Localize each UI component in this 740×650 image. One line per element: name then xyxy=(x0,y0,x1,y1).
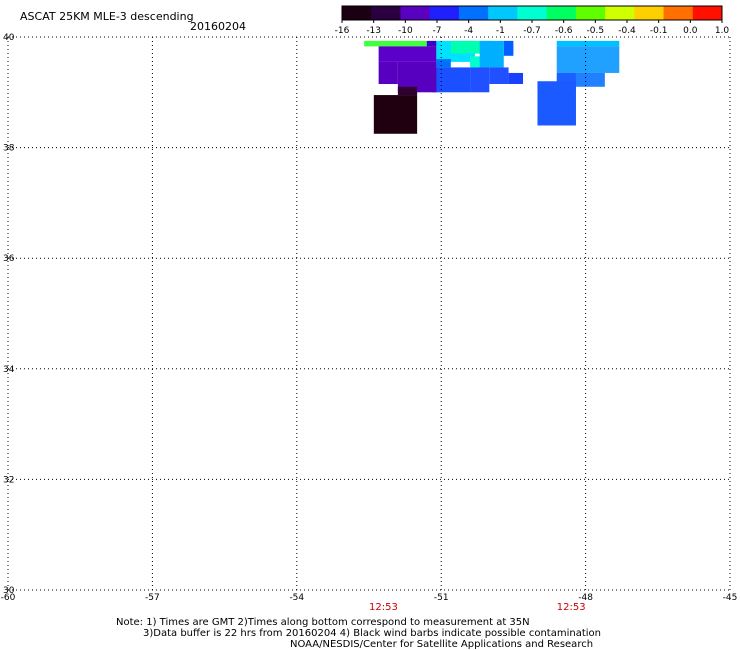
x-tick-label: -48 xyxy=(578,593,593,603)
data-cell xyxy=(426,40,437,47)
colorbar-swatch xyxy=(605,6,635,20)
colorbar-label: -7 xyxy=(433,26,442,36)
data-cell xyxy=(479,40,504,68)
x-tick-label: -54 xyxy=(289,593,304,603)
data-cell xyxy=(556,46,620,73)
colorbar-label: -10 xyxy=(398,26,413,36)
note-line-3: NOAA/NESDIS/Center for Satellite Applica… xyxy=(290,639,593,650)
chart-date: 20160204 xyxy=(190,20,246,33)
y-tick-label: 30 xyxy=(3,586,15,596)
colorbar-swatch xyxy=(458,6,489,20)
data-cell xyxy=(373,95,418,134)
x-tick-label: -57 xyxy=(145,593,160,603)
colorbar-swatch xyxy=(663,6,694,20)
colorbar-label: -0.1 xyxy=(650,26,668,36)
y-tick-label: 38 xyxy=(3,144,15,154)
colorbar-label: -16 xyxy=(335,26,350,36)
colorbar-swatch xyxy=(488,6,518,20)
colorbar-label: -0.7 xyxy=(523,26,541,36)
chart-title: ASCAT 25KM MLE-3 descending xyxy=(20,10,194,23)
data-cell xyxy=(378,61,398,85)
colorbar-label: -1 xyxy=(496,26,505,36)
x-tick-label: -51 xyxy=(434,593,449,603)
colorbar-label: -0.4 xyxy=(618,26,636,36)
colorbar-label: -0.6 xyxy=(555,26,573,36)
data-cell xyxy=(431,67,471,93)
data-cell xyxy=(364,40,427,47)
colorbar-label: -13 xyxy=(366,26,381,36)
y-tick-label: 32 xyxy=(3,475,14,485)
data-cell xyxy=(503,40,514,56)
colorbar-label: -4 xyxy=(464,26,473,36)
colorbar-label: 0.0 xyxy=(683,26,698,36)
y-tick-label: 40 xyxy=(3,33,15,43)
data-cell xyxy=(436,59,451,68)
grid-lines xyxy=(7,36,731,591)
colorbar-label: 1.0 xyxy=(715,26,730,36)
colorbar: -16 -13 -10 -7 -4 -1 -0.7 -0.6 -0.5 -0.4 -0.1 0.0 1.… xyxy=(335,5,730,36)
note-line-2: 3)Data buffer is 22 hrs from 20160204 4)… xyxy=(143,628,601,639)
colorbar-swatch xyxy=(371,6,401,20)
colorbar-swatch xyxy=(342,6,372,20)
time-label: 12:53 xyxy=(557,602,586,613)
x-tick-label: -45 xyxy=(723,593,738,603)
data-cell xyxy=(575,72,605,87)
time-labels: 12:53 12:53 xyxy=(369,602,586,613)
time-label: 12:53 xyxy=(369,602,398,613)
y-tick-label: 36 xyxy=(3,254,15,264)
data-cell xyxy=(489,67,509,85)
colorbar-swatch xyxy=(517,6,548,20)
colorbar-label: -0.5 xyxy=(587,26,605,36)
x-tick-label: -60 xyxy=(1,593,16,603)
colorbar-swatch xyxy=(692,6,723,20)
y-tick-label: 34 xyxy=(3,365,15,375)
colorbar-swatch xyxy=(400,6,431,20)
data-cell xyxy=(378,46,437,62)
colorbar-swatch xyxy=(546,6,577,20)
data-cell xyxy=(508,72,524,85)
colorbar-swatch xyxy=(575,6,606,20)
data-cell xyxy=(537,81,576,126)
colorbar-swatch xyxy=(429,6,460,20)
data-cells xyxy=(364,40,620,134)
data-cell xyxy=(397,86,418,96)
data-cell xyxy=(470,67,490,93)
axis-tick-labels: -60 -57 -54 -51 -48 -45 30 32 34 36 38 40 xyxy=(1,33,738,603)
note-line-1: Note: 1) Times are GMT 2)Times along bot… xyxy=(116,617,530,628)
data-cell xyxy=(556,40,620,47)
colorbar-swatch xyxy=(634,6,665,20)
